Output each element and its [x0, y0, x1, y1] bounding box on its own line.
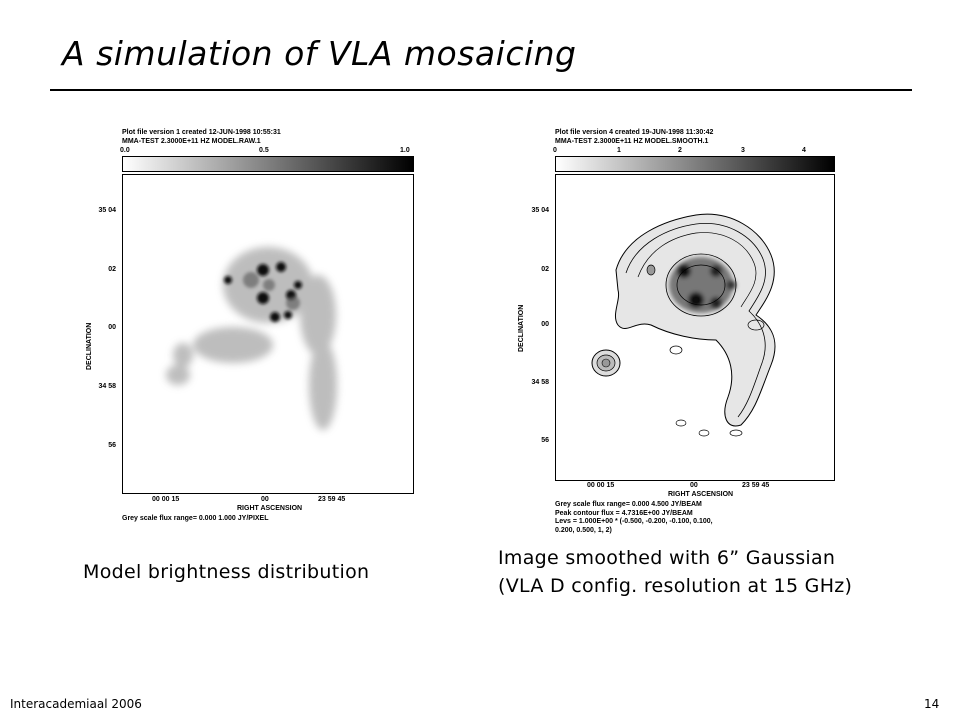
right-x-tick: 00 00 15	[587, 482, 615, 489]
right-x-tick: 00	[690, 482, 698, 489]
left-y-tick: 02	[108, 266, 116, 273]
right-y-tick: 56	[541, 437, 549, 444]
left-header-line2: MMA-TEST 2.3000E+11 HZ MODEL.RAW.1	[122, 138, 261, 145]
left-wedge-tick: 1.0	[400, 147, 410, 154]
right-wedge-tick: 0	[553, 147, 557, 154]
right-contour-levels-cont: 0.200, 0.500, 1, 2)	[555, 526, 612, 534]
left-x-tick: 00	[261, 496, 269, 503]
left-y-tick: 00	[108, 324, 116, 331]
right-contour-levels: Levs = 1.000E+00 * (-0.500, -0.200, -0.1…	[555, 518, 713, 525]
right-y-tick: 00	[541, 321, 549, 328]
left-wedge-tick: 0.5	[259, 147, 269, 154]
left-y-tick: 56	[108, 442, 116, 449]
left-x-tick: 00 00 15	[152, 496, 180, 503]
right-x-label: RIGHT ASCENSION	[668, 491, 734, 498]
right-flux-range: Grey scale flux range= 0.000 4.500 JY/BE…	[555, 501, 702, 508]
right-y-label: DECLINATION	[518, 304, 525, 352]
left-y-label: DECLINATION	[86, 322, 93, 370]
left-x-tick: 23 59 45	[318, 496, 346, 503]
left-header-line1: Plot file version 1 created 12-JUN-1998 …	[122, 129, 281, 136]
right-header-line2: MMA-TEST 2.3000E+11 HZ MODEL.SMOOTH.1	[555, 138, 709, 145]
right-greyscale-wedge	[555, 156, 835, 172]
left-flux-range: Grey scale flux range= 0.000 1.000 JY/PI…	[122, 515, 269, 522]
left-model-image	[166, 247, 337, 430]
right-header-line1: Plot file version 4 created 19-JUN-1998 …	[555, 129, 714, 136]
right-caption-line1: Image smoothed with 6” Gaussian	[498, 547, 836, 569]
left-image-frame	[122, 174, 414, 494]
title-divider	[50, 89, 912, 91]
left-y-tick: 34 58	[98, 383, 116, 390]
left-y-tick: 35 04	[98, 207, 116, 214]
right-smoothed-image	[591, 213, 776, 437]
right-image-frame	[555, 174, 835, 481]
right-wedge-tick: 3	[741, 147, 745, 154]
right-y-tick: 35 04	[531, 207, 549, 214]
left-caption: Model brightness distribution	[83, 561, 370, 583]
right-x-tick: 23 59 45	[742, 482, 770, 489]
right-peak-flux: Peak contour flux = 4.7316E+00 JY/BEAM	[555, 509, 693, 517]
page-number: 14	[924, 697, 940, 711]
right-wedge-tick: 1	[617, 147, 621, 154]
left-greyscale-wedge	[122, 156, 414, 172]
slide-title: A simulation of VLA mosaicing	[62, 34, 577, 73]
right-wedge-tick: 2	[678, 147, 682, 154]
left-wedge-tick: 0.0	[120, 147, 130, 154]
left-x-label: RIGHT ASCENSION	[237, 505, 303, 512]
right-y-tick: 02	[541, 266, 549, 273]
right-caption-line2: (VLA D config. resolution at 15 GHz)	[498, 575, 853, 597]
right-wedge-tick: 4	[802, 147, 806, 154]
footer-label: Interacademiaal 2006	[10, 697, 142, 711]
right-y-tick: 34 58	[531, 379, 549, 386]
